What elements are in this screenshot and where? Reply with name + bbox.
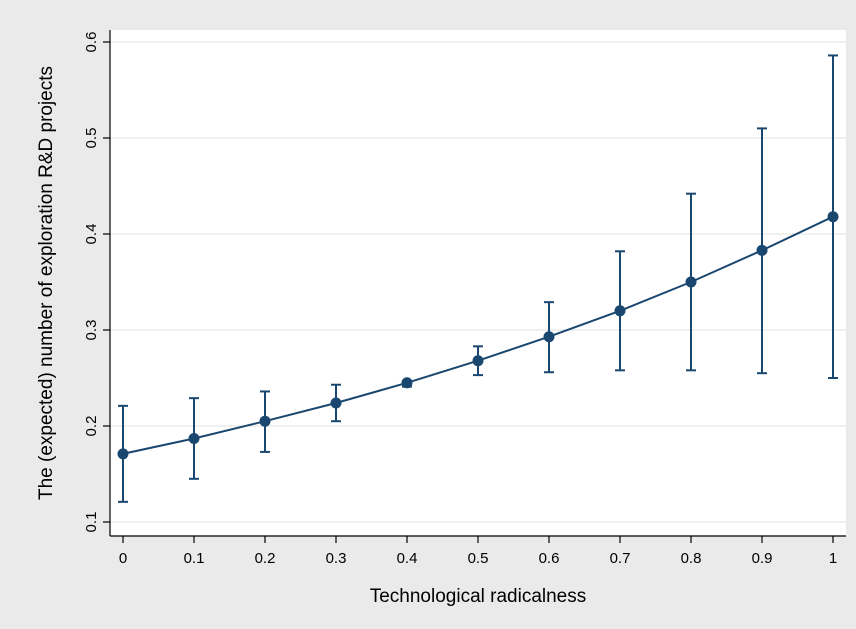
data-point: [685, 276, 697, 288]
data-point: [188, 432, 200, 444]
data-points: [117, 211, 839, 460]
axes: 0.1 0.2 0.3 0.4 0.5 0.6 0 0.1 0.2 0.3 0.4 0.5 0.6 0.7…: [83, 30, 846, 567]
y-tick-label: 0.1: [83, 512, 100, 533]
y-tick-label: 0.3: [83, 320, 100, 341]
data-point: [614, 305, 626, 317]
data-point: [756, 244, 768, 256]
x-tick-label: 0.3: [326, 550, 347, 567]
data-point: [543, 331, 555, 343]
data-point: [330, 397, 342, 409]
x-tick-label: 0.1: [184, 550, 205, 567]
x-tick-label: 0: [119, 550, 127, 567]
y-tick-label: 0.6: [83, 32, 100, 53]
y-tick-label: 0.5: [83, 128, 100, 149]
y-tick-label: 0.4: [83, 224, 100, 245]
data-point: [401, 377, 413, 389]
x-tick-label: 0.4: [397, 550, 418, 567]
x-tick-label: 0.6: [539, 550, 560, 567]
data-point: [117, 448, 129, 460]
x-axis-label: Technological radicalness: [370, 586, 587, 607]
y-axis-label: The (expected) number of exploration R&D…: [36, 66, 57, 500]
x-tick-label: 1: [829, 550, 837, 567]
data-point: [472, 355, 484, 367]
x-tick-label: 0.7: [610, 550, 631, 567]
y-tick-label: 0.2: [83, 416, 100, 437]
x-tick-label: 0.8: [681, 550, 702, 567]
x-tick-label: 0.5: [468, 550, 489, 567]
plot-area: [110, 30, 846, 536]
data-point: [259, 415, 271, 427]
x-tick-label: 0.2: [255, 550, 276, 567]
x-tick-label: 0.9: [752, 550, 773, 567]
data-point: [827, 211, 839, 223]
gridlines: [110, 41, 846, 523]
